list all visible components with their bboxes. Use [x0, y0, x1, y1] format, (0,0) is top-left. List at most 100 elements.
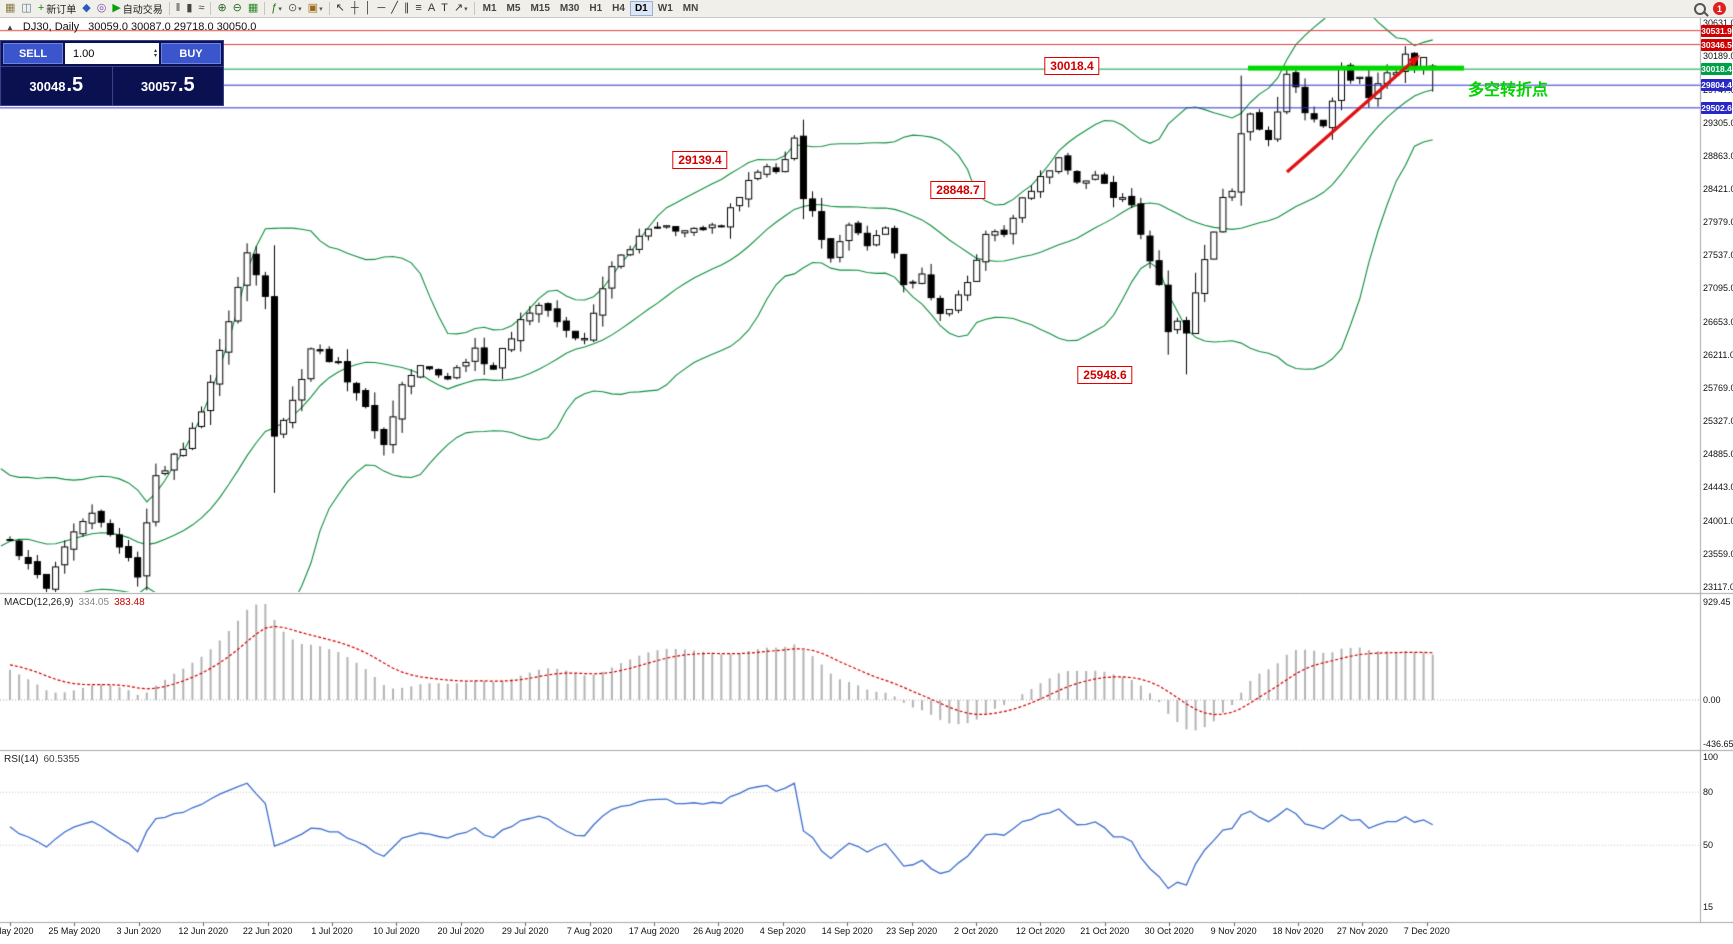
rsi-name: RSI(14)	[4, 754, 39, 765]
timeframe-m1[interactable]: M1	[482, 3, 497, 14]
buy-price[interactable]: 30057.5	[113, 67, 224, 105]
time-axis-label: 1 Jul 2020	[311, 926, 353, 936]
periods-icon[interactable]: ⊙ ▾	[285, 1, 305, 16]
macd-main-value: 334.05	[78, 597, 110, 608]
turning-point-annotation[interactable]: 多空转折点	[1468, 82, 1549, 99]
toolbar-button-label: 新订单	[46, 5, 77, 16]
timeframe-m5[interactable]: M5	[506, 3, 521, 14]
timeframe-m15[interactable]: M15	[530, 3, 550, 14]
chevron-down-icon: ▾	[464, 5, 468, 13]
chart-windows-icon-glyph: ▦	[5, 2, 16, 14]
auto-arrange-icon-glyph: ▦	[247, 2, 259, 14]
toolbar: ▦ ◫ + 新订单 ◆ ◎ ▶ 自动交易 ‖ ▮ ≈ ⊕ ⊖ ▦ ƒ ▾ ⊙ ▾ ▣ ▾ ↖ ┼ │ ─ ╱ ∥ ≡ A T ↗ ▾ M1 M5…	[0, 0, 1733, 18]
channel-icon[interactable]: ∥	[401, 1, 413, 16]
rsi-scale-label: 100	[1703, 752, 1719, 762]
arrows-icon[interactable]: ↗ ▾	[451, 1, 471, 16]
chart-windows-icon[interactable]: ▦	[2, 1, 18, 16]
time-axis-label: 5 May 2020	[0, 926, 34, 936]
time-axis-label: 9 Nov 2020	[1210, 926, 1257, 936]
sell-button[interactable]: SELL	[3, 43, 63, 64]
price-axis-label: 25327.0	[1703, 416, 1733, 427]
time-axis-label: 12 Oct 2020	[1015, 926, 1065, 936]
line-chart-icon[interactable]: ≈	[195, 1, 207, 16]
sell-price[interactable]: 30048.5	[1, 67, 112, 105]
price-axis-label: 28421.0	[1703, 183, 1733, 194]
auto-arrange-icon[interactable]: ▦	[245, 1, 261, 16]
volume-up-icon[interactable]: ▴	[153, 47, 157, 54]
time-axis-label: 23 Sep 2020	[886, 926, 938, 936]
price-axis-label: 27537.0	[1703, 250, 1733, 261]
toolbar-separator	[210, 2, 212, 15]
chevron-down-icon: ▾	[278, 5, 282, 13]
time-axis-label: 30 Oct 2020	[1144, 926, 1194, 936]
macd-indicator-label: MACD(12,26,9) 334.05 383.48	[4, 597, 145, 608]
price-axis-label: 24885.0	[1703, 449, 1733, 460]
trendline-icon[interactable]: ╱	[388, 1, 401, 16]
navigator-icon[interactable]: ◎	[94, 1, 110, 16]
new-order-button[interactable]: + 新订单	[35, 1, 79, 16]
toolbar-separator	[168, 2, 170, 15]
text-icon-glyph: A	[427, 2, 436, 14]
candlestick-chart-icon[interactable]: ▮	[183, 1, 195, 16]
time-axis-label: 7 Dec 2020	[1403, 926, 1450, 936]
trade-panel-divider	[111, 67, 113, 105]
toolbar-button-label: 自动交易	[122, 5, 163, 16]
toolbar-separator	[328, 2, 330, 15]
indicators-icon[interactable]: ƒ ▾	[268, 1, 285, 16]
time-axis-label: 26 Aug 2020	[693, 926, 744, 936]
fibonacci-icon[interactable]: ≡	[412, 1, 424, 16]
channel-icon-glyph: ∥	[403, 2, 410, 14]
price-axis-label: 23117.0	[1703, 581, 1733, 592]
text-icon[interactable]: A	[425, 1, 438, 16]
one-click-trading-panel: SELL 1.00 ▴ ▾ BUY 30048.5 30057.5	[0, 40, 224, 106]
vertical-line-icon[interactable]: │	[362, 1, 375, 16]
time-axis-label: 2 Oct 2020	[953, 926, 999, 936]
zoom-in-icon[interactable]: ⊕	[214, 1, 229, 16]
arrows-icon-glyph: ↗	[453, 2, 464, 14]
price-level-badge: 29502.6	[1701, 101, 1732, 114]
price-annotation-box[interactable]: 28848.7	[930, 181, 986, 199]
timeframe-d1[interactable]: D1	[629, 1, 653, 16]
timeframe-mn[interactable]: MN	[682, 3, 699, 14]
tile-windows-icon-glyph: ◫	[21, 2, 32, 14]
volume-down-icon[interactable]: ▾	[153, 52, 157, 59]
buy-price-frac: .5	[177, 74, 195, 96]
cursor-icon-glyph: ↖	[335, 2, 345, 14]
price-annotation-box[interactable]: 29139.4	[672, 151, 728, 169]
price-axis-label: 29305.0	[1703, 117, 1733, 128]
collapse-trade-panel-icon[interactable]: ▲	[6, 22, 14, 32]
autotrade-button-glyph: ▶	[112, 2, 121, 14]
ohlc-bars-icon[interactable]: ‖	[173, 1, 184, 16]
autotrade-button[interactable]: ▶ 自动交易	[109, 1, 165, 16]
fibonacci-icon-glyph: ≡	[415, 2, 422, 14]
price-axis-label: 27095.0	[1703, 283, 1733, 294]
price-axis-label: 28863.0	[1703, 150, 1733, 161]
zoom-out-icon[interactable]: ⊖	[230, 1, 245, 16]
volume-field[interactable]: 1.00 ▴ ▾	[65, 43, 159, 64]
price-axis-label: 27979.0	[1703, 217, 1733, 228]
price-annotation-box[interactable]: 25948.6	[1077, 366, 1133, 384]
horizontal-line-icon[interactable]: ─	[374, 1, 388, 16]
label-icon[interactable]: T	[438, 1, 451, 16]
time-axis-label: 12 Jun 2020	[178, 926, 228, 936]
rsi-value: 60.5355	[43, 754, 80, 765]
timeframe-m30[interactable]: M30	[559, 3, 580, 14]
market-watch-icon[interactable]: ◆	[79, 1, 93, 16]
time-axis-label: 21 Oct 2020	[1080, 926, 1130, 936]
buy-button[interactable]: BUY	[161, 43, 221, 64]
ohlc-bars-icon-glyph: ‖	[175, 2, 181, 14]
label-icon-glyph: T	[441, 2, 448, 14]
cursor-icon[interactable]: ↖	[333, 1, 348, 16]
crosshair-icon-glyph: ┼	[350, 2, 359, 14]
timeframe-h1[interactable]: H1	[589, 3, 603, 14]
crosshair-icon[interactable]: ┼	[348, 1, 362, 16]
search-icon[interactable]	[1694, 2, 1706, 15]
volume-value[interactable]: 1.00	[73, 47, 95, 60]
timeframe-w1[interactable]: W1	[657, 3, 673, 14]
notification-badge[interactable]: 1	[1713, 2, 1726, 15]
timeframe-h4[interactable]: H4	[612, 3, 625, 14]
tile-windows-icon[interactable]: ◫	[18, 1, 34, 16]
templates-icon[interactable]: ▣ ▾	[305, 1, 326, 16]
price-annotation-box[interactable]: 30018.4	[1044, 57, 1100, 75]
